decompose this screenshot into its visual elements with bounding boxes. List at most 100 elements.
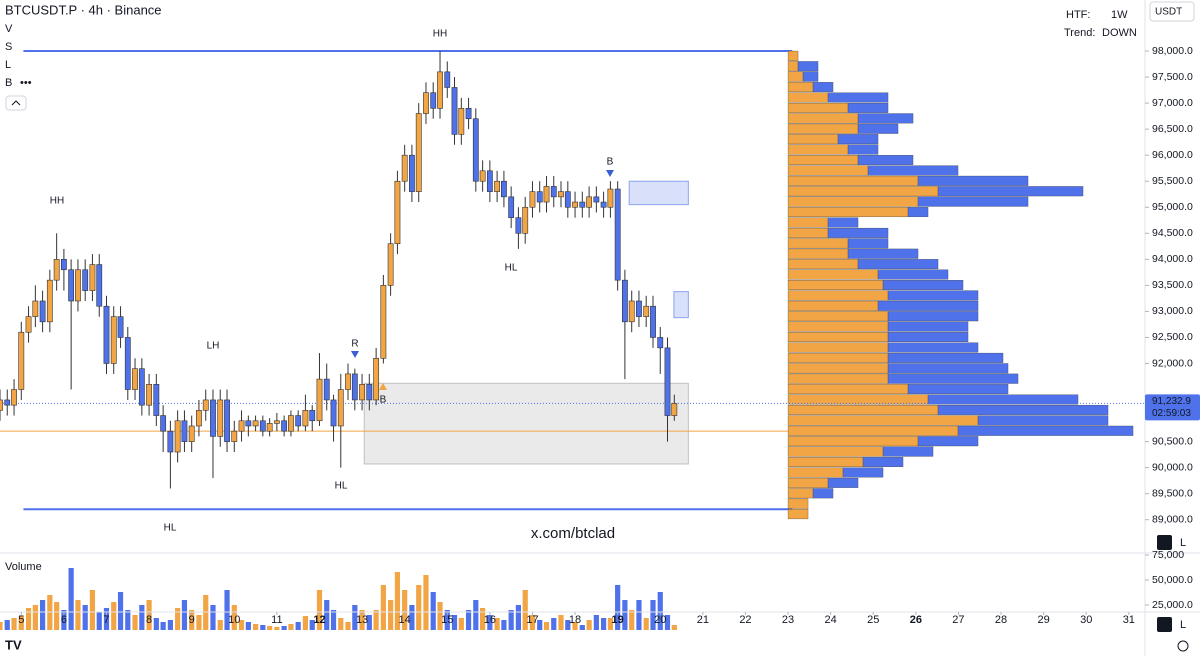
x-tick-label: 27 <box>952 614 964 626</box>
candle-body <box>550 186 557 198</box>
candle-body <box>465 108 472 120</box>
profile-inside <box>787 404 939 415</box>
volume-bar <box>600 618 607 630</box>
annotation: HL <box>335 481 348 492</box>
profile-inside <box>787 259 859 270</box>
candle-body <box>309 410 316 422</box>
candle-body <box>330 399 337 427</box>
volume-bar <box>210 605 216 630</box>
menu-item[interactable]: B <box>5 77 12 89</box>
volume-bar <box>25 608 32 630</box>
profile-outside <box>827 477 859 488</box>
log-label[interactable]: L <box>1180 537 1186 549</box>
volume-bar <box>643 618 649 630</box>
volume-bar <box>458 618 464 630</box>
y-tick-label: 92,000.0 <box>1152 357 1193 369</box>
candle-body <box>536 191 543 203</box>
profile-inside <box>787 165 869 176</box>
volume-bar <box>487 615 493 630</box>
log-label[interactable]: L <box>1180 619 1186 631</box>
menu-item[interactable]: L <box>5 59 11 71</box>
marker-down <box>606 170 614 177</box>
profile-inside <box>787 342 889 353</box>
volume-bar <box>160 622 166 630</box>
volume-bar <box>366 615 372 630</box>
currency-button[interactable] <box>1149 1 1195 22</box>
y-tick-label: 93,000.0 <box>1152 305 1193 317</box>
volume-bar <box>18 616 24 630</box>
candle-body <box>579 201 586 208</box>
volume-bar <box>537 620 543 630</box>
profile-inside <box>787 82 814 93</box>
candle-body <box>132 368 138 390</box>
candle-body <box>337 389 344 427</box>
x-tick-label: 23 <box>782 614 794 626</box>
y-tick-label: 89,000.0 <box>1152 513 1193 525</box>
profile-inside <box>787 217 829 228</box>
x-tick-label: 14 <box>399 614 411 626</box>
profile-inside <box>787 248 849 259</box>
collapse-button[interactable] <box>5 95 27 111</box>
profile-inside <box>787 425 959 436</box>
volume-bar <box>551 618 557 630</box>
menu-item[interactable]: S <box>5 41 12 53</box>
volume-bar <box>274 627 280 630</box>
zone <box>673 291 689 319</box>
volume-bar <box>260 625 266 630</box>
volume-bar <box>437 602 443 630</box>
profile-outside <box>887 290 979 301</box>
auto-button[interactable] <box>1157 535 1172 550</box>
candle-body <box>430 92 437 109</box>
candle-body <box>217 399 224 437</box>
profile-outside <box>887 321 969 332</box>
y-tick-label: 97,500.0 <box>1152 71 1193 83</box>
htf-value: 1W <box>1111 9 1128 21</box>
volume-bar <box>96 612 102 630</box>
x-tick-label: 17 <box>526 614 538 626</box>
profile-inside <box>787 332 889 343</box>
volume-bar <box>189 610 195 630</box>
volume-bar <box>0 622 3 630</box>
candle-body <box>479 170 486 182</box>
profile-outside <box>802 71 819 82</box>
volume-bar <box>288 624 294 630</box>
profile-inside <box>787 123 859 134</box>
menu-item[interactable]: V <box>5 23 13 35</box>
profile-outside <box>957 425 1134 436</box>
menu-more[interactable]: ••• <box>20 77 32 89</box>
profile-inside <box>787 363 889 374</box>
profile-inside <box>787 467 844 478</box>
auto-button[interactable] <box>1157 617 1172 632</box>
profile-outside <box>917 196 1029 207</box>
volume-bar <box>217 620 223 630</box>
candle-body <box>359 384 365 401</box>
x-tick-label: 5 <box>18 614 24 626</box>
candle-body <box>46 279 53 323</box>
volume-bar <box>657 592 663 630</box>
x-tick-label: 18 <box>569 614 581 626</box>
candle-body <box>238 420 245 432</box>
x-tick-label: 29 <box>1037 614 1049 626</box>
candle-body <box>110 316 117 364</box>
zones-layer <box>0 50 793 511</box>
volume-bar <box>167 620 173 630</box>
candle-body <box>366 384 373 401</box>
profile-inside <box>787 269 879 280</box>
y-tick-label: 95,000.0 <box>1152 201 1193 213</box>
volume-bar <box>451 615 458 630</box>
candle-body <box>586 196 593 208</box>
volume-bar <box>302 616 309 630</box>
profile-outside <box>887 342 979 353</box>
volume-bar <box>671 625 677 630</box>
profile-inside <box>787 321 889 332</box>
profile-outside <box>837 134 879 145</box>
candle-body <box>621 279 628 323</box>
settings-icon[interactable] <box>1177 640 1189 652</box>
volume-bar <box>175 608 181 630</box>
profile-inside <box>787 457 864 467</box>
x-tick-label: 11 <box>271 614 282 626</box>
candle-body <box>153 384 160 416</box>
candle-body <box>75 269 81 302</box>
candle-body <box>32 300 39 317</box>
profile-inside <box>787 280 884 290</box>
